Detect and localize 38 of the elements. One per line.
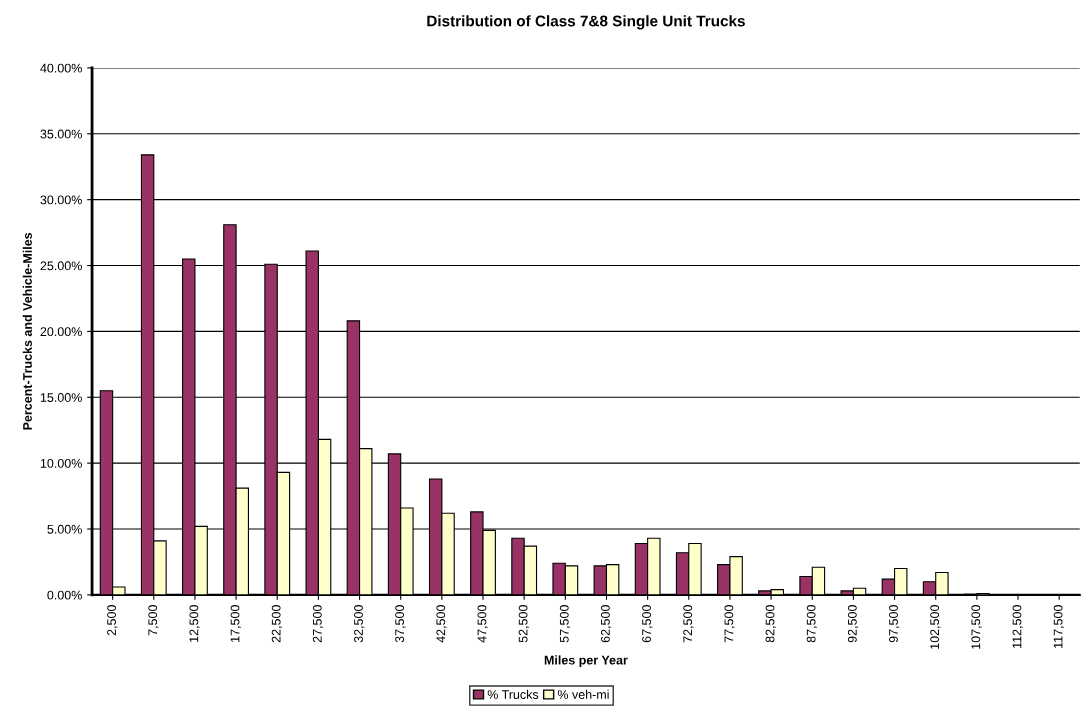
y-tick-label: 40.00%: [40, 63, 82, 73]
x-tick-label: 72,500: [683, 605, 694, 643]
x-tick-label: 57,500: [559, 605, 571, 643]
x-tick-label: 22,500: [271, 605, 283, 643]
y-tick-label: 20.00%: [40, 327, 82, 337]
x-tick-label: 62,500: [600, 605, 612, 643]
x-tick-label: 27,500: [312, 605, 324, 643]
y-tick-label: 0.00%: [47, 590, 82, 600]
y-tick-label: 10.00%: [40, 458, 82, 468]
x-axis-title: Miles per Year: [544, 655, 628, 667]
x-tick-label: 47,500: [477, 605, 488, 643]
x-tick-label: 77,500: [724, 605, 735, 643]
x-tick-label: 117,500: [1053, 605, 1065, 648]
legend-label: % Trucks: [487, 689, 539, 699]
x-tick-label: 17,500: [230, 605, 241, 642]
x-tick-label: 32,500: [354, 605, 365, 643]
x-tick-label: 67,500: [642, 605, 653, 643]
y-tick-label: 35.00%: [40, 129, 82, 139]
x-tick-label: 102,500: [930, 605, 941, 649]
x-tick-label: 87,500: [806, 605, 818, 643]
x-tick-label: 112,500: [1012, 605, 1023, 648]
y-tick-label: 15.00%: [40, 393, 82, 402]
y-tick-label: 30.00%: [40, 195, 82, 205]
x-tick-label: 92,500: [847, 605, 859, 643]
x-tick-label: 2,500: [107, 605, 118, 636]
x-tick-label: 82,500: [765, 605, 776, 643]
x-tick-label: 52,500: [518, 605, 529, 643]
y-tick-label: 5.00%: [47, 524, 82, 534]
x-tick-label: 42,500: [436, 605, 447, 643]
chart-title: Distribution of Class 7&8 Single Unit Trucks: [427, 15, 745, 30]
x-tick-label: 12,500: [189, 605, 200, 642]
y-tick-label: 25.00%: [40, 261, 82, 271]
x-tick-label: 37,500: [395, 605, 406, 643]
legend-label: % veh-mi: [557, 689, 609, 699]
x-tick-label: 107,500: [971, 605, 982, 649]
x-tick-label: 97,500: [889, 605, 900, 643]
y-axis-title: Percent-Trucks and Vehicle-Miles: [22, 232, 32, 430]
x-tick-label: 7,500: [148, 605, 159, 636]
